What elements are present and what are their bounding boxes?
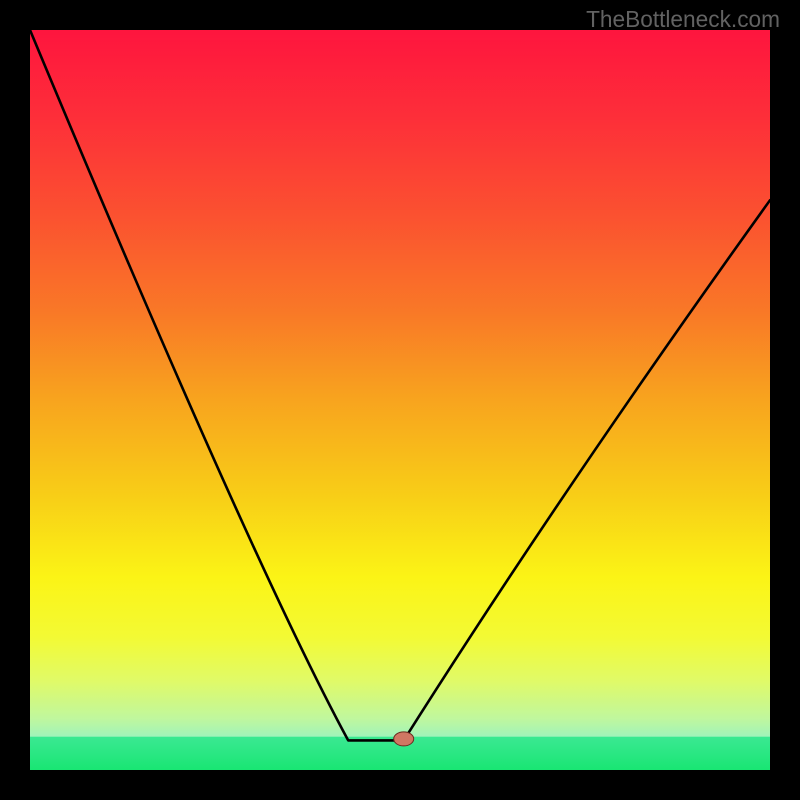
optimal-marker <box>394 732 414 746</box>
plot-area <box>30 30 770 770</box>
gradient-background <box>30 30 770 770</box>
watermark-text: TheBottleneck.com <box>586 6 780 33</box>
